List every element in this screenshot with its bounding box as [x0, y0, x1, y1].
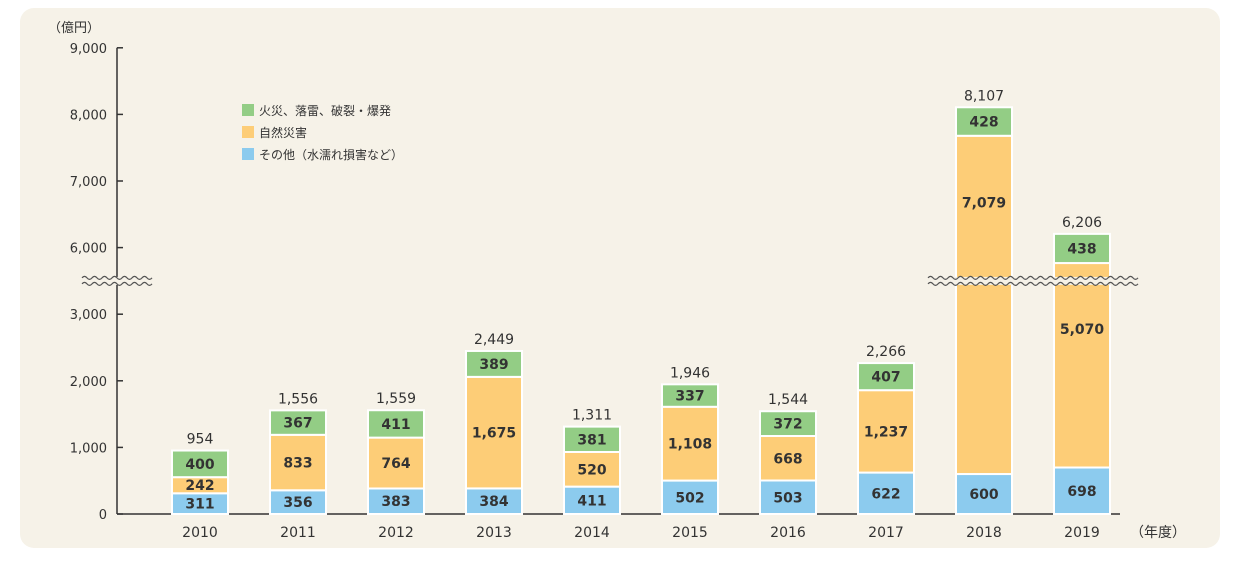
y-tick-label: 1,000 — [70, 441, 107, 456]
bar-value-label: 600 — [969, 487, 998, 503]
x-tick-label: 2019 — [1064, 525, 1100, 541]
bar-total-label: 1,946 — [670, 365, 710, 381]
bar-segment — [367, 409, 425, 439]
bar-value-label: 337 — [675, 389, 704, 405]
bar-value-label: 383 — [381, 494, 410, 510]
x-tick-label: 2016 — [770, 525, 806, 541]
bar-total-label: 2,266 — [866, 344, 906, 360]
bar-segment — [367, 487, 425, 515]
bar-total-label: 8,107 — [964, 88, 1004, 104]
bar-value-label: 356 — [283, 495, 312, 511]
bar-value-label: 389 — [479, 357, 508, 373]
axis-break-gap — [928, 276, 1138, 285]
bar-value-label: 1,237 — [864, 424, 908, 440]
bar-value-label: 1,675 — [472, 426, 516, 442]
bar-segment — [857, 471, 915, 515]
y-tick-label: 9,000 — [70, 42, 107, 57]
bar-value-label: 622 — [871, 486, 900, 502]
y-tick-label: 8,000 — [70, 108, 107, 123]
bar-value-label: 400 — [185, 457, 214, 473]
bar-value-label: 372 — [773, 417, 802, 433]
bar-value-label: 381 — [577, 432, 606, 448]
legend-label: 自然災害 — [259, 125, 307, 140]
bar-segment — [857, 362, 915, 392]
bar-segment — [367, 436, 425, 490]
bar-total-label: 954 — [187, 432, 214, 448]
x-tick-label: 2014 — [574, 525, 610, 541]
bar-value-label: 7,079 — [962, 196, 1006, 212]
bar-value-label: 520 — [577, 462, 606, 478]
legend-label: 火災、落雷、破裂・爆発 — [259, 103, 391, 118]
legend-swatch — [242, 126, 254, 138]
y-tick-label: 6,000 — [70, 242, 107, 257]
axis-break-gap — [82, 276, 152, 285]
bar-total-label: 6,206 — [1062, 215, 1102, 231]
y-unit-label: （億円） — [48, 20, 100, 36]
bar-segment — [1053, 232, 1111, 265]
y-tick-label: 7,000 — [70, 175, 107, 190]
legend-swatch — [242, 148, 254, 160]
bar-value-label: 503 — [773, 490, 802, 506]
axis-break-mark — [81, 275, 153, 280]
legend-label: その他（水濡れ損害など） — [259, 147, 403, 162]
stacked-bar-chart: 0 1,000 2,000 3,000 6,000 7,000 8,000 9,000 （億円）… — [48, 20, 1186, 541]
x-tick-label: 2010 — [182, 525, 218, 541]
legend-swatch — [242, 104, 254, 116]
bar-total-label: 1,544 — [768, 392, 808, 408]
bar-segment — [269, 409, 327, 436]
bar-value-label: 407 — [871, 370, 900, 386]
bar-segment — [661, 479, 719, 516]
bar-value-label: 502 — [675, 490, 704, 506]
bar-total-label: 1,556 — [278, 391, 318, 407]
bar-segment — [1053, 262, 1111, 469]
bar-segment — [269, 433, 327, 492]
bar-segment — [563, 485, 621, 516]
y-tick-label: 3,000 — [70, 308, 107, 323]
bar-value-label: 833 — [283, 456, 312, 472]
x-tick-label: 2012 — [378, 525, 414, 541]
bar-segment — [759, 410, 817, 438]
bar-value-label: 384 — [479, 494, 508, 510]
bar-segment — [171, 449, 229, 479]
bar-total-label: 1,311 — [572, 408, 612, 424]
bar-segment — [955, 106, 1013, 137]
bar-value-label: 242 — [185, 478, 214, 494]
y-tick-label: 0 — [99, 508, 107, 523]
x-tick-label: 2015 — [672, 525, 708, 541]
y-tick-label: 2,000 — [70, 375, 107, 390]
bar-value-label: 5,070 — [1060, 322, 1105, 338]
axis-break-mark — [927, 281, 1139, 286]
axis-break-mark — [81, 281, 153, 286]
bar-value-label: 668 — [773, 451, 802, 467]
bar-segment — [661, 383, 719, 408]
bar-value-label: 411 — [381, 417, 410, 433]
bar-segment — [465, 375, 523, 490]
bar-segment — [759, 479, 817, 516]
bar-value-label: 1,108 — [668, 437, 712, 453]
bar-value-label: 367 — [283, 416, 312, 432]
x-tick-label: 2013 — [476, 525, 512, 541]
x-unit-label: （年度） — [1130, 525, 1186, 541]
bar-value-label: 428 — [969, 115, 998, 131]
bar-segment — [465, 349, 523, 378]
bar-segment — [563, 450, 621, 488]
chart-panel: 0 1,000 2,000 3,000 6,000 7,000 8,000 9,000 （億円）… — [20, 8, 1220, 548]
bar-segment — [857, 389, 915, 474]
bar-value-label: 764 — [381, 456, 410, 472]
bar-value-label: 411 — [577, 493, 606, 509]
bar-segment — [955, 134, 1013, 476]
bar-value-label: 438 — [1067, 241, 1096, 257]
bar-value-label: 698 — [1067, 484, 1096, 500]
bar-value-label: 311 — [185, 497, 214, 513]
bar-total-label: 1,559 — [376, 391, 416, 407]
bar-total-label: 2,449 — [474, 332, 514, 348]
axis-break-mark — [927, 275, 1139, 280]
bar-segment — [465, 487, 523, 515]
x-tick-label: 2018 — [966, 525, 1002, 541]
x-tick-label: 2017 — [868, 525, 904, 541]
bar-segment — [563, 425, 621, 453]
x-tick-label: 2011 — [280, 525, 316, 541]
